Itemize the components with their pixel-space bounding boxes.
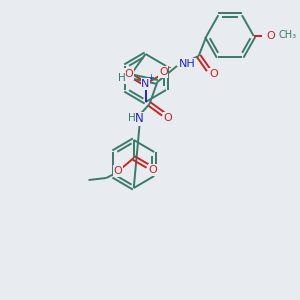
Text: O: O — [124, 69, 133, 79]
Text: H: H — [118, 73, 126, 83]
Text: O: O — [209, 69, 218, 79]
Text: CH₃: CH₃ — [278, 30, 296, 40]
Text: O: O — [266, 31, 275, 41]
Text: O: O — [148, 165, 157, 175]
Text: NH: NH — [179, 59, 196, 69]
Text: N: N — [141, 79, 150, 89]
Text: +: + — [147, 74, 154, 82]
Text: H: H — [128, 113, 136, 123]
Text: O: O — [114, 166, 122, 176]
Text: O: O — [164, 113, 172, 123]
Text: -: - — [167, 62, 171, 72]
Text: N: N — [135, 112, 144, 125]
Text: O: O — [159, 67, 168, 77]
